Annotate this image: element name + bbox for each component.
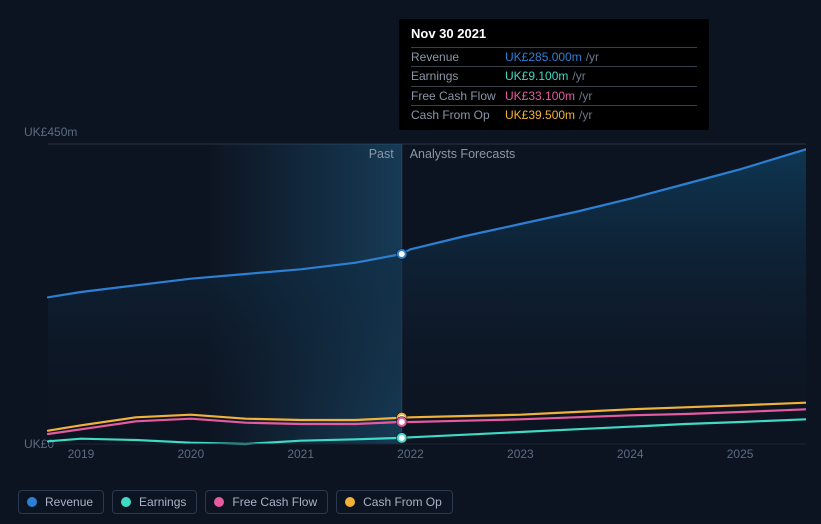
tooltip-unit: /yr xyxy=(579,90,592,103)
svg-text:2020: 2020 xyxy=(177,447,204,461)
svg-text:UK£450m: UK£450m xyxy=(24,125,77,139)
svg-text:Past: Past xyxy=(369,147,395,161)
svg-text:Analysts Forecasts: Analysts Forecasts xyxy=(410,147,516,161)
legend-dot-icon xyxy=(345,497,355,507)
tooltip-value: UK£9.100m xyxy=(505,70,568,83)
chart-legend: Revenue Earnings Free Cash Flow Cash From O… xyxy=(18,490,453,514)
tooltip-label: Revenue xyxy=(411,51,505,64)
tooltip-unit: /yr xyxy=(586,51,599,64)
tooltip-value: UK£39.500m xyxy=(505,109,575,122)
legend-label: Revenue xyxy=(45,495,93,509)
legend-dot-icon xyxy=(214,497,224,507)
legend-item-earnings[interactable]: Earnings xyxy=(112,490,197,514)
svg-text:2024: 2024 xyxy=(617,447,644,461)
legend-dot-icon xyxy=(27,497,37,507)
tooltip-label: Earnings xyxy=(411,70,505,83)
tooltip-date: Nov 30 2021 xyxy=(411,27,697,45)
tooltip-value: UK£33.100m xyxy=(505,90,575,103)
tooltip-unit: /yr xyxy=(572,70,585,83)
tooltip-label: Cash From Op xyxy=(411,109,505,122)
legend-dot-icon xyxy=(121,497,131,507)
svg-text:2022: 2022 xyxy=(397,447,424,461)
svg-text:2019: 2019 xyxy=(68,447,95,461)
legend-item-revenue[interactable]: Revenue xyxy=(18,490,104,514)
hover-tooltip: Nov 30 2021 RevenueUK£285.000m/yrEarning… xyxy=(399,19,709,130)
tooltip-row-revenue: RevenueUK£285.000m/yr xyxy=(411,47,697,66)
tooltip-row-free_cash_flow: Free Cash FlowUK£33.100m/yr xyxy=(411,86,697,105)
legend-label: Cash From Op xyxy=(363,495,442,509)
legend-label: Earnings xyxy=(139,495,186,509)
legend-item-cash_from_op[interactable]: Cash From Op xyxy=(336,490,453,514)
tooltip-row-cash_from_op: Cash From OpUK£39.500m/yr xyxy=(411,105,697,124)
tooltip-row-earnings: EarningsUK£9.100m/yr xyxy=(411,66,697,85)
legend-item-free_cash_flow[interactable]: Free Cash Flow xyxy=(205,490,328,514)
tooltip-label: Free Cash Flow xyxy=(411,90,505,103)
svg-text:2025: 2025 xyxy=(727,447,754,461)
tooltip-value: UK£285.000m xyxy=(505,51,582,64)
svg-text:2021: 2021 xyxy=(287,447,314,461)
financials-chart: PastAnalysts ForecastsUK£0UK£450m2019202… xyxy=(0,0,821,524)
svg-text:2023: 2023 xyxy=(507,447,534,461)
legend-label: Free Cash Flow xyxy=(232,495,317,509)
tooltip-unit: /yr xyxy=(579,109,592,122)
